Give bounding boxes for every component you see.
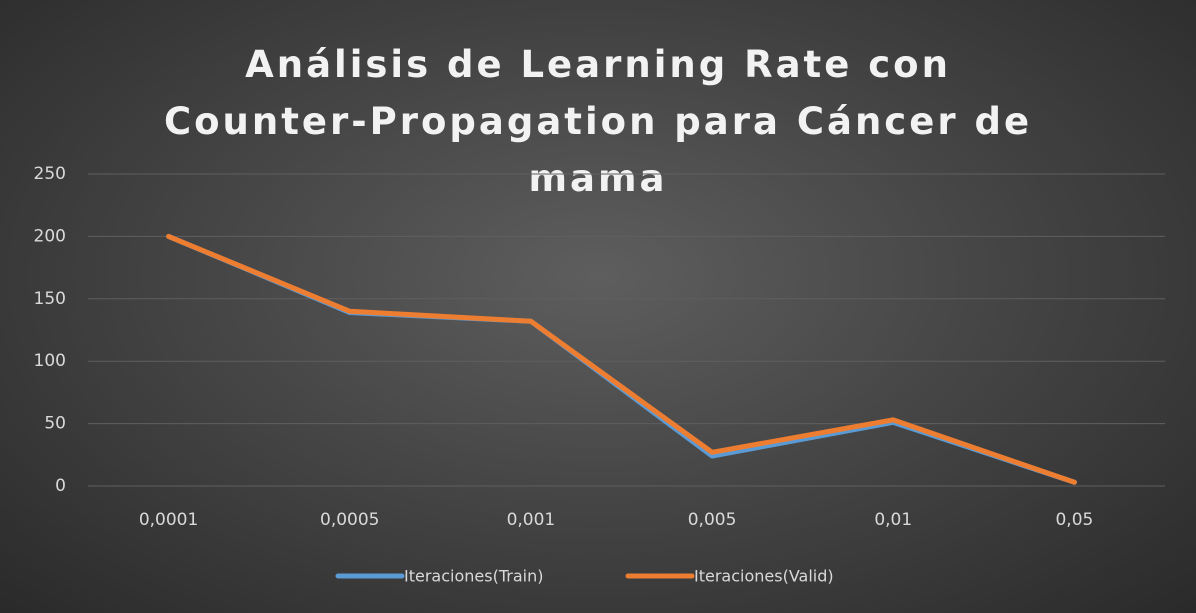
- x-tick-label: 0,001: [507, 510, 556, 530]
- y-tick-label: 50: [44, 414, 66, 434]
- y-tick-label: 100: [34, 351, 66, 371]
- y-tick-label: 200: [34, 226, 66, 246]
- y-tick-label: 250: [34, 164, 66, 184]
- x-tick-label: 0,05: [1055, 510, 1093, 530]
- x-tick-label: 0,01: [874, 510, 912, 530]
- series-line: [166, 233, 1077, 485]
- legend: Iteraciones(Train) Iteraciones(Valid): [335, 567, 834, 586]
- legend-label: Iteraciones(Train): [404, 567, 543, 586]
- x-tick-label: 0,005: [688, 510, 737, 530]
- legend-label: Iteraciones(Valid): [694, 567, 834, 586]
- y-tick-label: 150: [34, 289, 66, 309]
- series-line: [166, 233, 1077, 485]
- x-tick-label: 0,0005: [320, 510, 379, 530]
- y-tick-label: 0: [55, 476, 66, 496]
- chart-title: Análisis de Learning Rate con Counter-Pr…: [163, 43, 1033, 200]
- x-tick-label: 0,0001: [139, 510, 198, 530]
